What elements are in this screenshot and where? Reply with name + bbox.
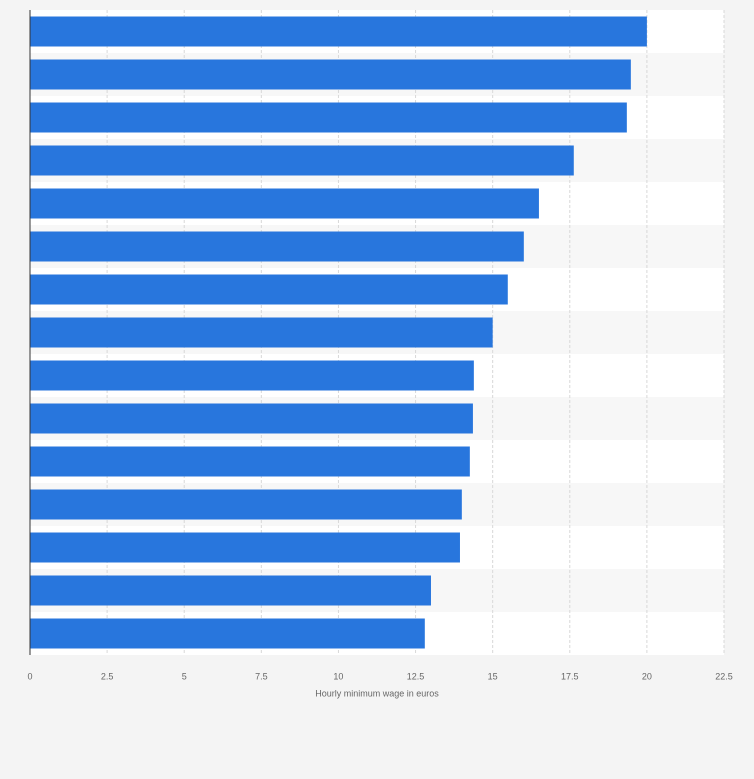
- x-tick-label: 17.5: [561, 671, 579, 681]
- x-tick-label: 0: [27, 671, 32, 681]
- x-tick-label: 20: [642, 671, 652, 681]
- bar: [30, 145, 574, 176]
- x-tick-label: 22.5: [715, 671, 733, 681]
- bar: [30, 16, 647, 47]
- bar: [30, 489, 462, 520]
- x-axis-title: Hourly minimum wage in euros: [315, 688, 439, 698]
- x-tick-label: 15: [488, 671, 498, 681]
- bar: [30, 274, 508, 305]
- bar: [30, 360, 474, 391]
- x-tick-label: 5: [182, 671, 187, 681]
- bar: [30, 575, 431, 606]
- bar: [30, 317, 493, 348]
- bar: [30, 188, 539, 219]
- bar: [30, 618, 425, 649]
- bar: [30, 102, 627, 133]
- x-tick-label: 2.5: [101, 671, 114, 681]
- bar: [30, 59, 631, 90]
- x-tick-label: 12.5: [407, 671, 425, 681]
- bar: [30, 231, 524, 262]
- x-tick-label: 7.5: [255, 671, 268, 681]
- x-tick-label: 10: [333, 671, 343, 681]
- bar: [30, 532, 460, 563]
- bar: [30, 446, 470, 477]
- bar: [30, 403, 473, 434]
